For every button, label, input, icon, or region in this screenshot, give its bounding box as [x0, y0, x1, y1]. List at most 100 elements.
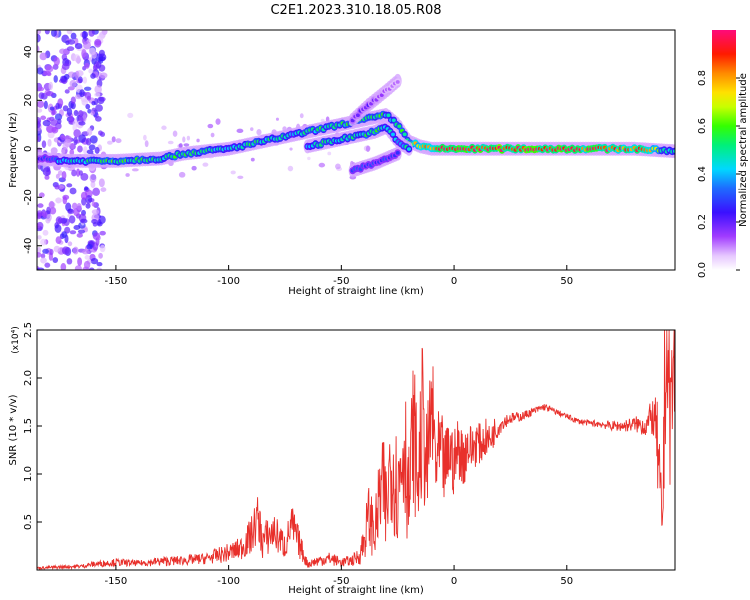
spectrogram-noise-cell — [99, 244, 106, 253]
spectrogram-noise-cell — [98, 178, 105, 188]
spectrogram-noise-cell — [37, 100, 45, 108]
spectrogram-noise-cell — [61, 246, 70, 255]
spectrogram-y-axis-label: Frequency (Hz) — [8, 112, 19, 188]
spectrogram-noise-cell — [48, 200, 55, 210]
spectrogram-noise-cell — [88, 267, 95, 270]
spectrogram-noise-cell — [44, 262, 51, 268]
spectrogram-noise-cell — [70, 32, 77, 40]
spectrogram-noise-cell — [40, 253, 46, 259]
spectrogram-noise-cell — [191, 165, 197, 171]
spectrogram-noise-cell — [51, 109, 57, 115]
spectrogram-noise-cell — [65, 202, 72, 212]
spectrogram-noise-cell — [230, 170, 236, 175]
spectrogram-noise-cell — [289, 147, 293, 151]
spectrogram-frame — [36, 29, 676, 271]
spectrogram-noise-cell — [42, 248, 50, 254]
spectrogram-noise-cell — [80, 218, 88, 224]
spectrogram-noise-cell — [55, 102, 60, 110]
spectrogram-ridge-core — [406, 147, 411, 151]
spectrogram-noise-cell — [46, 213, 52, 222]
spectrogram-noise-cell — [82, 249, 90, 255]
snr-x-axis-label: Height of straight line (km) — [288, 585, 424, 596]
spectrogram-noise-cell — [55, 236, 62, 245]
spectrogram-noise-cell — [167, 140, 174, 145]
spectrogram-ridge-core — [355, 113, 360, 118]
spectrogram-noise-cell — [178, 143, 183, 148]
spectrogram-noise-cell — [73, 224, 81, 231]
spectrogram-noise-cell — [73, 207, 80, 217]
colorbar-tick-label: 0.0 — [697, 262, 708, 278]
spectrogram-noise-cell — [97, 35, 105, 40]
spectrogram-noise-cell — [335, 163, 341, 170]
spectrogram-noise-cell — [96, 267, 103, 270]
spectrogram-noise-cell — [79, 89, 85, 98]
spectrogram-noise-cell — [84, 254, 90, 260]
spectrogram-noise-cell — [236, 128, 244, 134]
spectrogram-noise-cell — [37, 135, 40, 143]
spectrogram-noise-cell — [256, 129, 262, 136]
spectrogram-noise-cell — [52, 257, 59, 263]
spectrogram-noise-cell — [183, 143, 190, 147]
spectrogram-noise-cell — [82, 76, 88, 84]
spectrogram-noise-cell — [54, 224, 62, 233]
spectrogram-noise-cell — [38, 192, 45, 198]
figure-title: C2E1.2023.310.18.05.R08 — [270, 3, 441, 18]
spectrogram-noise-cell — [61, 171, 67, 180]
spectrogram-noise-cell — [76, 168, 81, 177]
spectrogram-noise-cell — [86, 95, 91, 101]
spectrogram-noise-cell — [144, 140, 149, 148]
spectrogram-noise-cell — [95, 104, 103, 112]
spectrogram-noise-cell — [60, 263, 67, 270]
spectrogram-noise-cell — [127, 112, 134, 119]
spectrogram-noise-cell — [81, 48, 87, 58]
spectrogram-noise-cell — [40, 238, 47, 246]
spectrogram-noise-cell — [91, 100, 96, 106]
colorbar-label: Normalized spectral amplitude — [738, 73, 749, 227]
spectrogram-noise-cell — [100, 187, 107, 192]
spectrogram-noise-cell — [37, 86, 45, 92]
spectrogram-noise-cell — [83, 260, 91, 270]
spectrogram-ridge-core — [395, 80, 400, 84]
snr-x-tick-label: -150 — [105, 576, 128, 587]
spectrogram-noise-cell — [76, 203, 82, 211]
snr-axes: -150 -100 -50 0 50 0.5 1.0 1.5 2.0 2.5 — [23, 322, 573, 587]
spectrogram-noise-cell — [69, 115, 74, 124]
colorbar-tick-label: 0.4 — [697, 166, 708, 182]
spectrogram-noise-cell — [91, 218, 98, 225]
spectrogram-noise-cell — [86, 243, 93, 250]
spectrogram-noise-cell — [48, 81, 54, 91]
spectrogram-noise-cell — [53, 245, 61, 253]
spectrogram-noise-cell — [47, 138, 52, 147]
spectrogram-noise-cell — [78, 121, 86, 126]
spectrogram-noise-cell — [98, 49, 105, 57]
colorbar-tick-label: 0.2 — [697, 214, 708, 230]
spectrogram-noise-cell — [98, 130, 103, 136]
spectrogram-noise-cell — [61, 63, 70, 70]
spectrogram-noise-cell — [77, 257, 83, 266]
spectrogram-noise-cell — [37, 45, 40, 53]
spectrogram-noise-cell — [69, 230, 77, 235]
snr-y-axis-label: SNR (10 * v/v) — [8, 394, 19, 465]
spectrogram-noise-cell — [96, 235, 101, 241]
spectrogram-noise-cell — [37, 116, 42, 125]
spectrogram-noise-cell — [53, 56, 60, 66]
spectrogram-noise-cell — [60, 134, 66, 141]
spectrogram-noise-cell — [42, 119, 51, 127]
spectrogram-noise-cell — [37, 252, 42, 258]
spectrogram-noise-cell — [90, 110, 95, 116]
spectrogram-noise-cell — [275, 117, 279, 121]
spectrogram-ridge-core — [379, 93, 384, 97]
spectrogram-noise-cell — [86, 127, 93, 136]
spectrogram-noise-cell — [90, 73, 96, 79]
spectrogram-noise-cell — [77, 76, 83, 84]
snr-y-tick-label: 1.0 — [23, 466, 34, 482]
spectrogram-noise-cell — [172, 130, 178, 137]
spectrogram-noise-cell — [42, 167, 51, 177]
spectrogram-noise-cell — [45, 91, 54, 97]
snr-line — [37, 330, 675, 570]
spectrogram-noise-cell — [69, 187, 77, 195]
spectrogram-ridge-core — [386, 113, 391, 118]
spectrogram-noise-cell — [237, 175, 244, 180]
spectrogram-x-tick-label: -100 — [217, 276, 240, 287]
spectrogram-x-tick-label: -50 — [333, 276, 349, 287]
